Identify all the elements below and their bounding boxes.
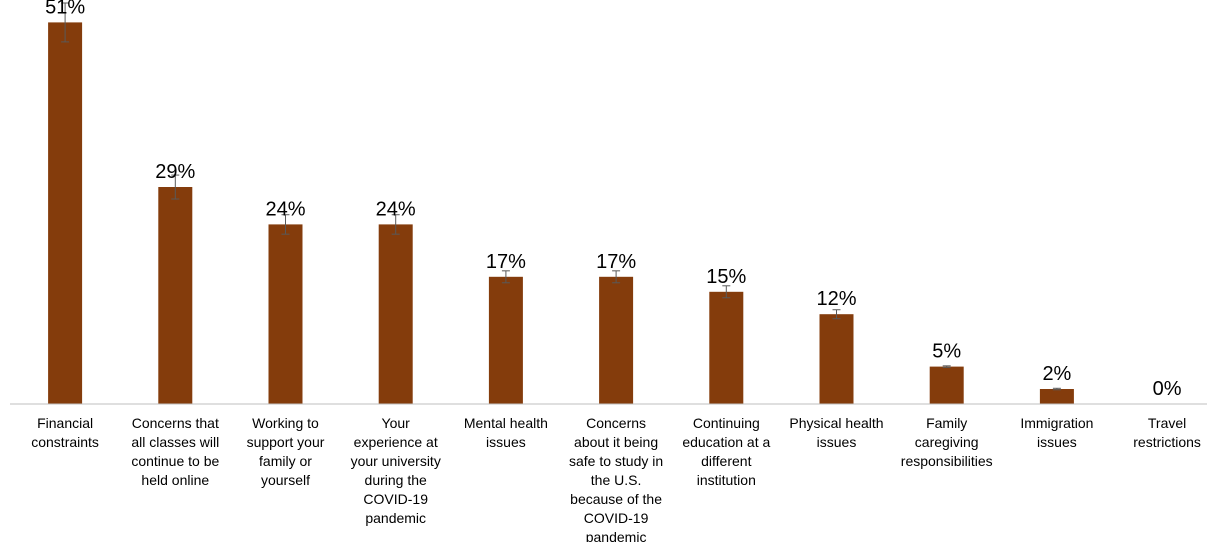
value-label-3: 24% [376, 198, 416, 220]
value-label-4: 17% [486, 251, 526, 273]
category-label-5: Concerns about it being safe to study in th… [569, 415, 663, 542]
bar-2 [268, 224, 303, 404]
bar-9 [1039, 389, 1074, 404]
bar-7 [819, 314, 854, 404]
bar-6 [709, 291, 744, 404]
error-bar-3 [391, 214, 400, 235]
value-label-1: 29% [155, 161, 195, 183]
value-label-6: 15% [706, 266, 746, 288]
category-label-2: Working to support your family or yourself [247, 415, 325, 488]
category-label-6: Continuing education at a different institu… [682, 415, 770, 488]
error-bar-1 [171, 174, 180, 200]
value-label-0: 51% [45, 0, 85, 18]
category-label-10: Travel restrictions [1133, 415, 1201, 450]
value-label-9: 2% [1042, 363, 1071, 385]
category-label-7: Physical health issues [789, 415, 883, 450]
error-bar-9 [1052, 387, 1061, 391]
category-label-9: Immigration issues [1020, 415, 1093, 450]
bar-8 [929, 366, 964, 404]
category-label-8: Family caregiving responsibilities [901, 415, 993, 469]
value-label-8: 5% [932, 341, 961, 363]
category-label-4: Mental health issues [464, 415, 548, 450]
bar-0 [48, 22, 83, 405]
bar-1 [158, 187, 193, 404]
value-label-2: 24% [265, 198, 305, 220]
error-bar-7 [832, 309, 841, 320]
category-label-1: Concerns that all classes will continue to… [131, 415, 219, 488]
error-bar-6 [722, 285, 731, 299]
error-bar-4 [501, 270, 510, 284]
bar-5 [599, 276, 634, 404]
value-label-10: 0% [1153, 378, 1182, 400]
category-label-0: Financial constraints [31, 415, 99, 450]
value-label-7: 12% [816, 288, 856, 310]
bar-3 [378, 224, 413, 404]
error-bar-8 [942, 365, 951, 368]
error-bar-5 [612, 270, 621, 284]
error-bar-2 [281, 214, 290, 235]
category-label-3: Your experience at your university during t… [351, 415, 441, 526]
bar-4 [488, 276, 523, 404]
error-bar-0 [61, 2, 70, 43]
value-label-5: 17% [596, 251, 636, 273]
